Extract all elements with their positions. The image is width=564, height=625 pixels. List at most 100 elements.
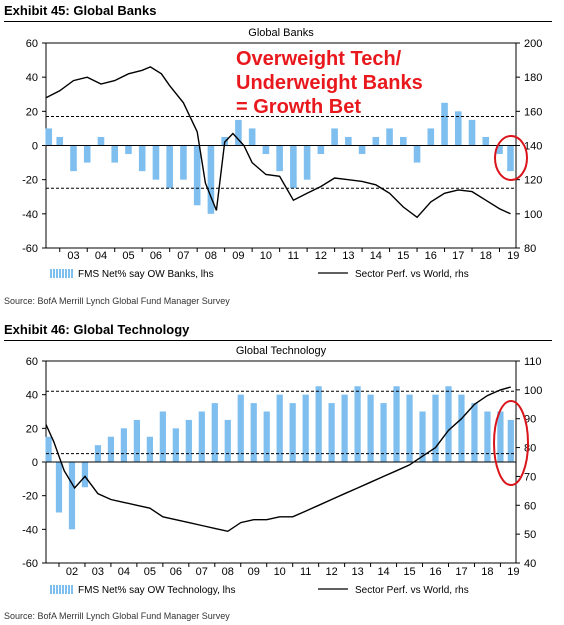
- bar: [237, 394, 244, 462]
- x-axis-tick-label: 02: [66, 566, 78, 578]
- bar: [413, 145, 421, 163]
- bar: [484, 411, 491, 462]
- bar: [303, 145, 311, 180]
- bar: [354, 386, 361, 462]
- bar: [262, 145, 270, 155]
- legend-bar-swatch: [71, 585, 73, 594]
- x-axis-tick-label: 06: [170, 566, 182, 578]
- bar: [68, 462, 76, 530]
- x-axis-tick-label: 10: [260, 250, 272, 262]
- highlight-ellipse: [493, 400, 529, 486]
- right-axis-tick-label: 70: [524, 471, 536, 483]
- legend-bar-swatch: [68, 269, 70, 278]
- sector-performance-line: [45, 66, 511, 219]
- bar: [120, 428, 128, 462]
- bar: [125, 145, 132, 155]
- bar: [138, 145, 146, 172]
- legend-bar-swatch: [59, 585, 61, 594]
- bar: [328, 403, 335, 462]
- legend-bar-swatch: [56, 585, 58, 594]
- right-axis-tick-label: 120: [524, 175, 542, 187]
- x-axis-tick-label: 19: [507, 250, 519, 262]
- x-axis-tick-label: 11: [300, 566, 311, 578]
- left-axis-tick-label: 20: [26, 423, 38, 435]
- bar: [263, 411, 270, 462]
- bar: [507, 419, 514, 462]
- x-axis-tick-label: 17: [455, 566, 467, 578]
- bar: [97, 136, 105, 146]
- bar: [180, 145, 187, 180]
- bar: [468, 119, 476, 146]
- bar: [345, 136, 352, 146]
- bar: [211, 403, 218, 462]
- global-technology-chart: Global Technology6040200-20-40-601101009…: [22, 345, 542, 596]
- left-axis-tick-label: -60: [22, 558, 38, 570]
- x-axis-tick-label: 18: [481, 566, 493, 578]
- left-axis-tick-label: 0: [32, 457, 38, 469]
- exhibit-45-title: Exhibit 45: Global Banks: [4, 3, 157, 18]
- legend-label-line: Sector Perf. vs World, rhs: [355, 269, 469, 280]
- left-axis-tick-label: 60: [26, 38, 38, 50]
- chart-title: Global Banks: [248, 27, 314, 39]
- right-axis-tick-label: 80: [524, 243, 536, 255]
- x-axis-tick-label: 06: [150, 250, 162, 262]
- left-axis-tick-label: -40: [22, 209, 38, 221]
- bar: [45, 128, 53, 146]
- bar: [507, 145, 514, 172]
- x-axis-tick-label: 05: [144, 566, 156, 578]
- right-axis-tick-label: 40: [524, 558, 536, 570]
- x-axis-tick-label: 09: [248, 566, 260, 578]
- left-axis-tick-label: 40: [26, 72, 38, 84]
- x-axis-tick-label: 03: [92, 566, 104, 578]
- legend-bar-swatch: [65, 585, 67, 594]
- bar: [367, 394, 374, 462]
- left-axis-tick-label: -20: [22, 175, 38, 187]
- bar: [70, 145, 77, 172]
- left-axis-tick-label: 40: [26, 390, 38, 402]
- bar: [172, 428, 179, 462]
- annotation-text-line: Overweight Tech/: [236, 48, 402, 70]
- x-axis-tick-label: 18: [480, 250, 492, 262]
- bar: [496, 145, 503, 155]
- bar: [276, 145, 283, 172]
- right-axis-tick-label: 140: [524, 141, 542, 153]
- bar: [83, 145, 91, 163]
- x-axis-tick-label: 04: [118, 566, 130, 578]
- legend-label-line: Sector Perf. vs World, rhs: [355, 585, 469, 596]
- bar: [55, 462, 63, 513]
- legend-bar-swatch: [68, 585, 70, 594]
- bar: [331, 128, 338, 146]
- x-axis-tick-label: 05: [122, 250, 134, 262]
- legend-bar-swatch: [53, 269, 55, 278]
- bar: [193, 145, 201, 206]
- bar: [146, 436, 153, 462]
- bar: [386, 128, 393, 146]
- legend-bar-swatch: [62, 269, 64, 278]
- x-axis-tick-label: 12: [326, 566, 338, 578]
- global-banks-chart: Global Banks6040200-20-40-60200180160140…: [22, 27, 542, 280]
- x-axis-tick-label: 07: [196, 566, 208, 578]
- left-axis-tick-label: -60: [22, 243, 38, 255]
- legend-label-bars: FMS Net% say OW Technology, lhs: [78, 585, 235, 596]
- bar: [185, 419, 192, 462]
- bar: [482, 136, 490, 146]
- legend-bar-swatch: [50, 269, 52, 278]
- bar: [45, 436, 52, 462]
- bar: [133, 419, 140, 462]
- bar: [198, 411, 205, 462]
- sector-performance-line: [45, 386, 511, 533]
- bar: [380, 403, 387, 462]
- highlight-ellipse: [494, 135, 528, 181]
- right-axis-tick-label: 160: [524, 106, 542, 118]
- x-axis-tick-label: 17: [452, 250, 464, 262]
- x-axis-tick-label: 15: [397, 250, 409, 262]
- x-axis-tick-label: 14: [370, 250, 382, 262]
- legend-label-bars: FMS Net% say OW Banks, lhs: [78, 269, 214, 280]
- left-axis-tick-label: 0: [32, 141, 38, 153]
- bar: [497, 411, 504, 462]
- bar: [224, 419, 231, 462]
- left-axis-tick-label: 20: [26, 106, 38, 118]
- annotation-text-line: Underweight Banks: [236, 72, 423, 94]
- x-axis-tick-label: 04: [95, 250, 107, 262]
- bar: [289, 403, 296, 462]
